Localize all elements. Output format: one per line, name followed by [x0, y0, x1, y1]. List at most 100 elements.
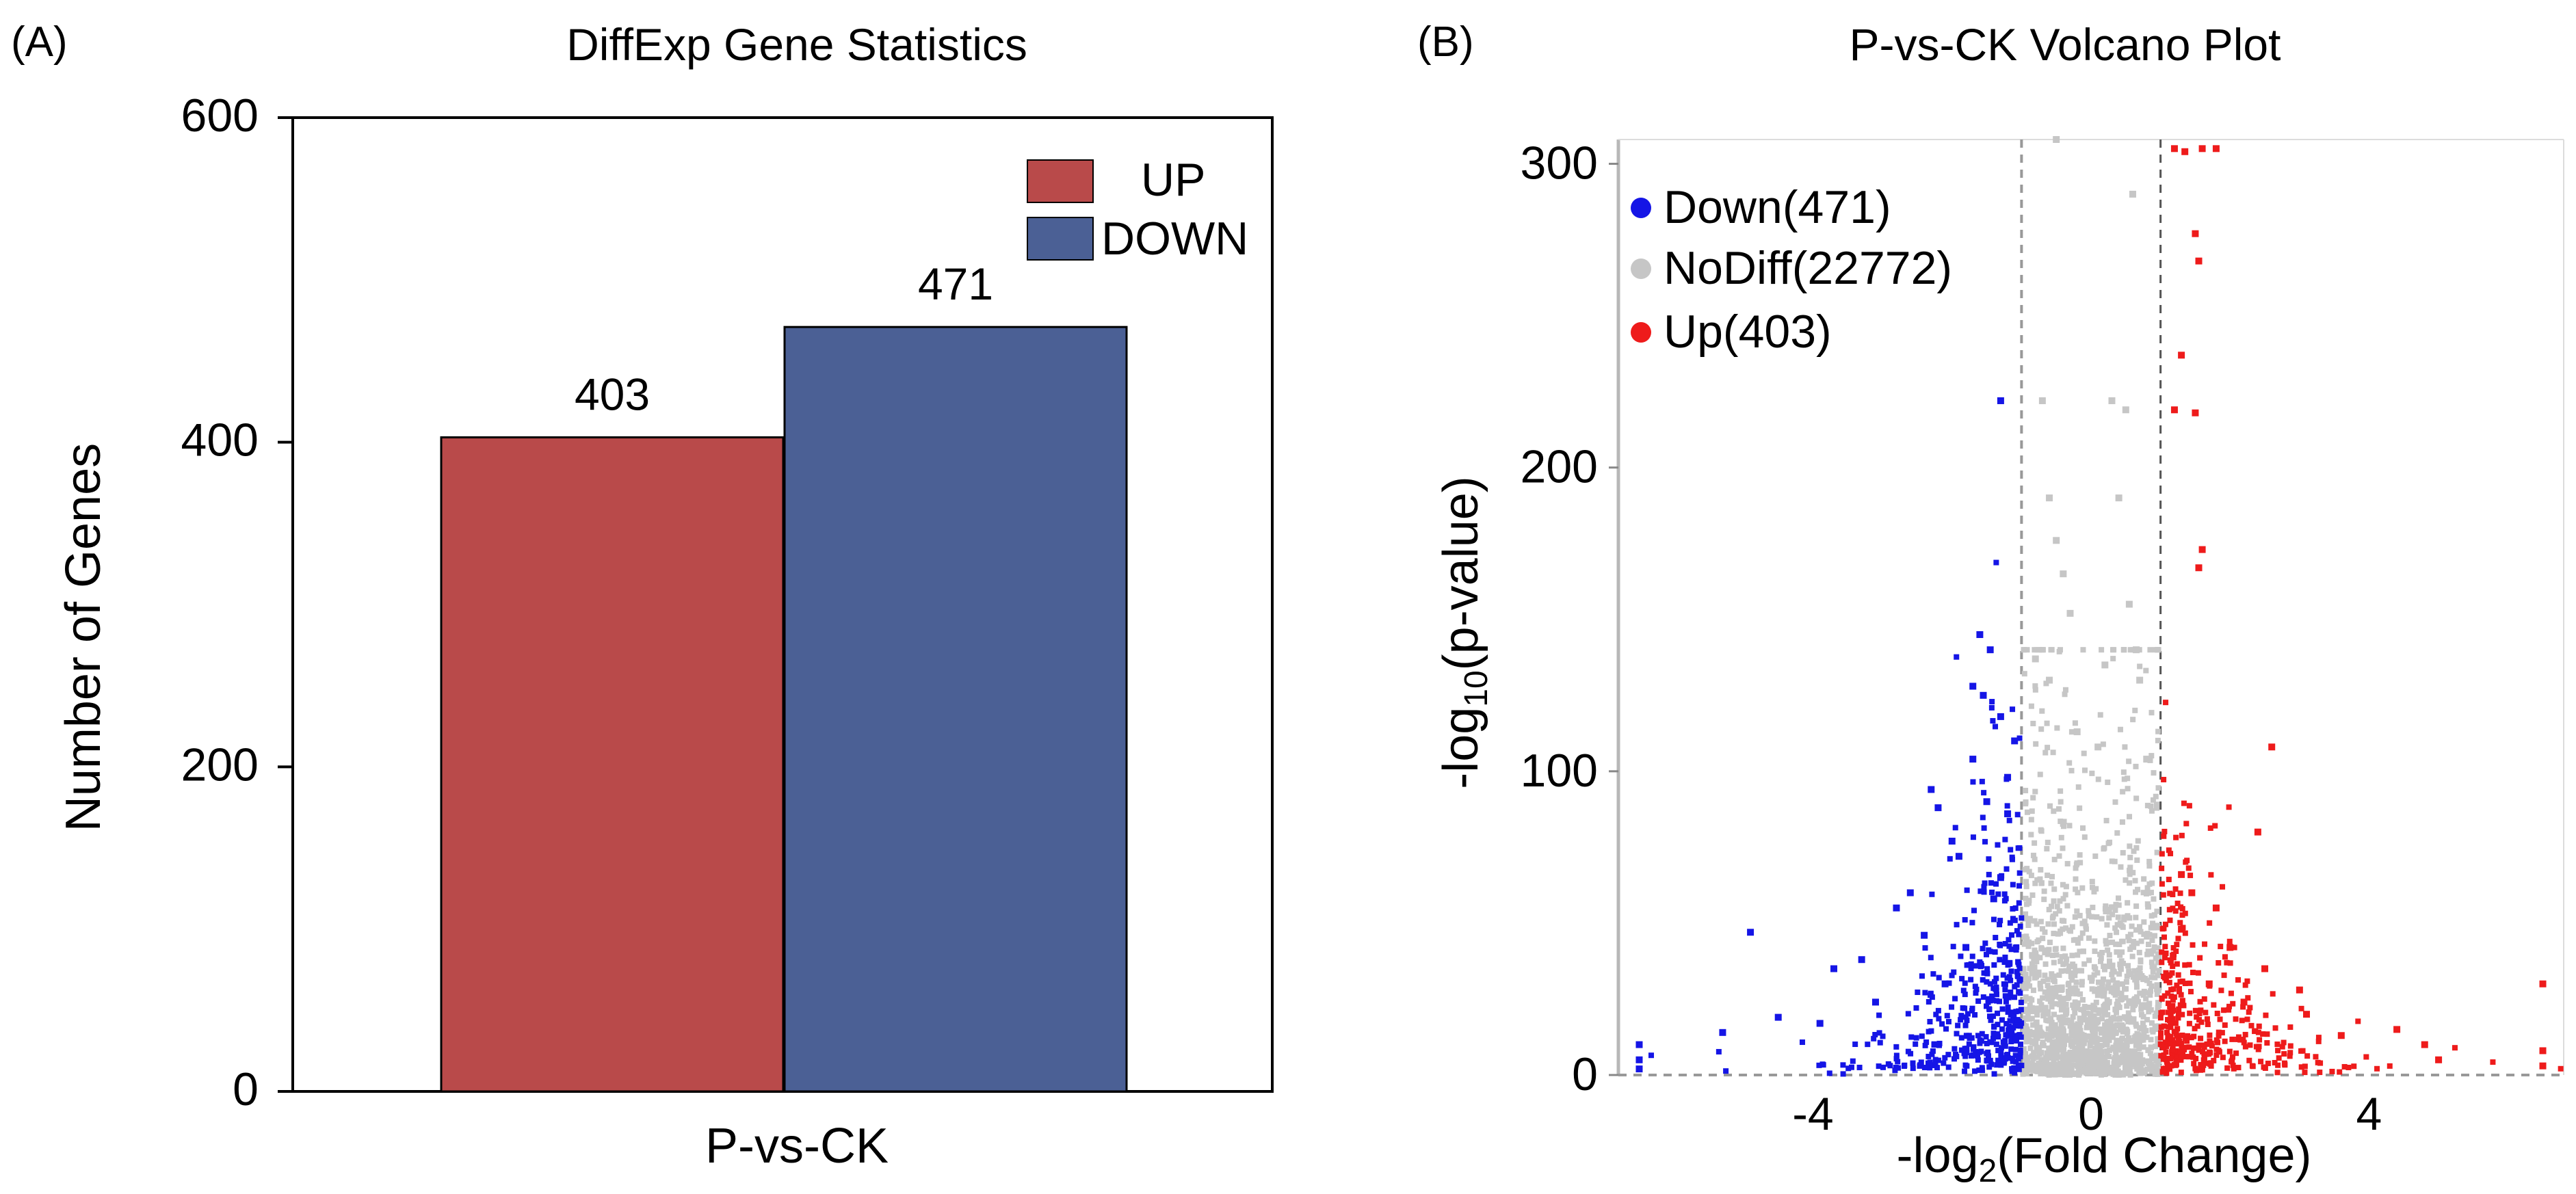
point-nodiff — [2110, 985, 2116, 991]
point-nodiff — [2086, 913, 2092, 919]
point-up — [2185, 865, 2192, 871]
point-nodiff — [2081, 1069, 2087, 1075]
point-down — [2012, 1052, 2019, 1059]
point-nodiff — [2151, 944, 2157, 950]
point-down — [1918, 1059, 1924, 1065]
point-up — [2263, 1012, 2269, 1018]
point-down — [2003, 998, 2009, 1005]
point-nodiff — [2030, 987, 2036, 994]
point-nodiff — [2118, 990, 2125, 996]
point-nodiff — [2089, 770, 2095, 776]
point-nodiff — [2054, 1067, 2060, 1073]
point-nodiff — [2110, 977, 2116, 983]
point-up — [2216, 1048, 2222, 1054]
point-nodiff — [2081, 750, 2087, 756]
point-up — [2220, 1007, 2226, 1013]
point-up — [2158, 1052, 2164, 1059]
point-down — [2006, 1023, 2012, 1029]
point-nodiff — [2024, 866, 2030, 872]
point-nodiff — [2088, 1070, 2094, 1076]
point-up — [2165, 1000, 2171, 1007]
point-nodiff — [2145, 948, 2151, 955]
point-nodiff — [2078, 1039, 2084, 1046]
point-down — [1984, 1057, 1990, 1063]
point-nodiff — [2038, 866, 2044, 873]
point-down — [1973, 963, 1980, 969]
point-nodiff — [2048, 880, 2054, 886]
point-down — [1999, 1017, 2005, 1023]
point-nodiff — [2153, 801, 2159, 808]
point-nodiff — [2130, 1007, 2136, 1013]
point-down — [1993, 975, 1999, 981]
point-up — [2231, 1065, 2237, 1072]
point-up — [2189, 1050, 2195, 1057]
point-down — [1936, 1016, 1942, 1022]
point-nodiff — [2114, 980, 2120, 986]
point-nodiff — [2121, 1014, 2127, 1020]
point-nodiff — [2071, 1050, 2077, 1056]
point-down — [1993, 935, 1999, 941]
point-up — [2167, 890, 2173, 897]
point-nodiff — [2051, 886, 2058, 892]
point-up — [2298, 1048, 2304, 1054]
point-down — [1995, 1010, 2001, 1016]
point-down — [1955, 1022, 1961, 1029]
point-nodiff — [2058, 1065, 2064, 1071]
point-nodiff — [2084, 1021, 2090, 1027]
point-nodiff — [2075, 952, 2081, 958]
point-up — [2186, 961, 2192, 968]
point-nodiff — [2129, 998, 2135, 1005]
point-nodiff — [2083, 1065, 2089, 1072]
point-nodiff — [2045, 992, 2051, 998]
point-up — [2172, 1020, 2179, 1026]
point-down — [2006, 937, 2012, 943]
point-down — [2007, 920, 2013, 926]
point-up — [2160, 1044, 2166, 1050]
point-down — [1930, 1048, 1936, 1054]
point-down — [1975, 1033, 1981, 1039]
point-up — [2186, 1020, 2192, 1026]
point-nodiff — [2068, 973, 2074, 979]
point-up — [2203, 1009, 2209, 1016]
point-nodiff — [2144, 951, 2151, 957]
point-down — [1991, 1024, 1997, 1030]
point-nodiff — [2039, 1064, 2045, 1070]
point-nodiff — [2130, 717, 2136, 723]
point-nodiff — [2068, 1057, 2075, 1063]
point-nodiff — [2066, 1053, 2073, 1059]
point-nodiff — [2112, 858, 2118, 864]
bar-down — [783, 326, 1128, 1093]
point-nodiff — [2032, 880, 2038, 886]
point-up — [2170, 955, 2176, 961]
point-nodiff — [2137, 663, 2143, 669]
point-up — [2194, 1023, 2200, 1029]
point-nodiff-outlier — [2133, 646, 2140, 654]
point-up — [2317, 1060, 2324, 1066]
point-up — [2187, 980, 2193, 986]
legend-dot-down — [1631, 198, 1651, 218]
point-down — [2012, 994, 2018, 1000]
point-nodiff — [2077, 1022, 2083, 1029]
point-nodiff — [2030, 1067, 2036, 1073]
point-nodiff — [2148, 983, 2155, 990]
point-nodiff — [2084, 1024, 2090, 1031]
point-up — [2173, 1031, 2179, 1037]
point-nodiff — [2053, 1039, 2060, 1045]
point-nodiff — [2065, 1036, 2071, 1042]
point-nodiff — [2100, 1063, 2106, 1069]
point-nodiff — [2062, 1061, 2068, 1067]
point-up-outlier — [2170, 406, 2178, 414]
point-nodiff — [2137, 1042, 2143, 1048]
point-nodiff — [2063, 925, 2069, 931]
point-up — [2222, 954, 2228, 960]
point-nodiff — [2023, 1059, 2029, 1065]
point-up — [2229, 1054, 2235, 1060]
point-nodiff — [2149, 937, 2155, 943]
point-nodiff — [2099, 1043, 2105, 1049]
point-up — [2195, 970, 2201, 976]
point-up — [2302, 1063, 2308, 1070]
point-nodiff — [2064, 1010, 2070, 1016]
point-nodiff — [2061, 819, 2067, 825]
point-nodiff — [2150, 1029, 2156, 1035]
point-nodiff-outlier — [2032, 655, 2039, 663]
